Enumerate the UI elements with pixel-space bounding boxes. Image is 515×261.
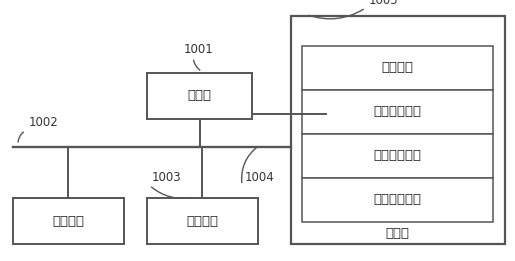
FancyBboxPatch shape <box>147 73 252 119</box>
Text: 点云采样程序: 点云采样程序 <box>374 193 422 206</box>
FancyBboxPatch shape <box>291 16 505 244</box>
Text: 1005: 1005 <box>368 0 398 7</box>
FancyBboxPatch shape <box>302 134 493 178</box>
FancyBboxPatch shape <box>302 46 493 90</box>
Text: 用户接口: 用户接口 <box>52 215 84 228</box>
Text: 用户接口模块: 用户接口模块 <box>374 149 422 162</box>
Text: 操作系统: 操作系统 <box>382 61 414 74</box>
Text: 1004: 1004 <box>245 171 274 184</box>
FancyBboxPatch shape <box>302 90 493 134</box>
FancyBboxPatch shape <box>302 178 493 222</box>
Text: 处理器: 处理器 <box>187 90 212 102</box>
FancyBboxPatch shape <box>147 198 258 244</box>
Text: 1003: 1003 <box>152 171 182 184</box>
Text: 1002: 1002 <box>28 116 58 129</box>
Text: 网络接口: 网络接口 <box>186 215 218 228</box>
FancyBboxPatch shape <box>13 198 124 244</box>
Text: 网络通信模块: 网络通信模块 <box>374 105 422 118</box>
Text: 存储器: 存储器 <box>386 227 410 240</box>
Text: 1001: 1001 <box>183 43 213 56</box>
